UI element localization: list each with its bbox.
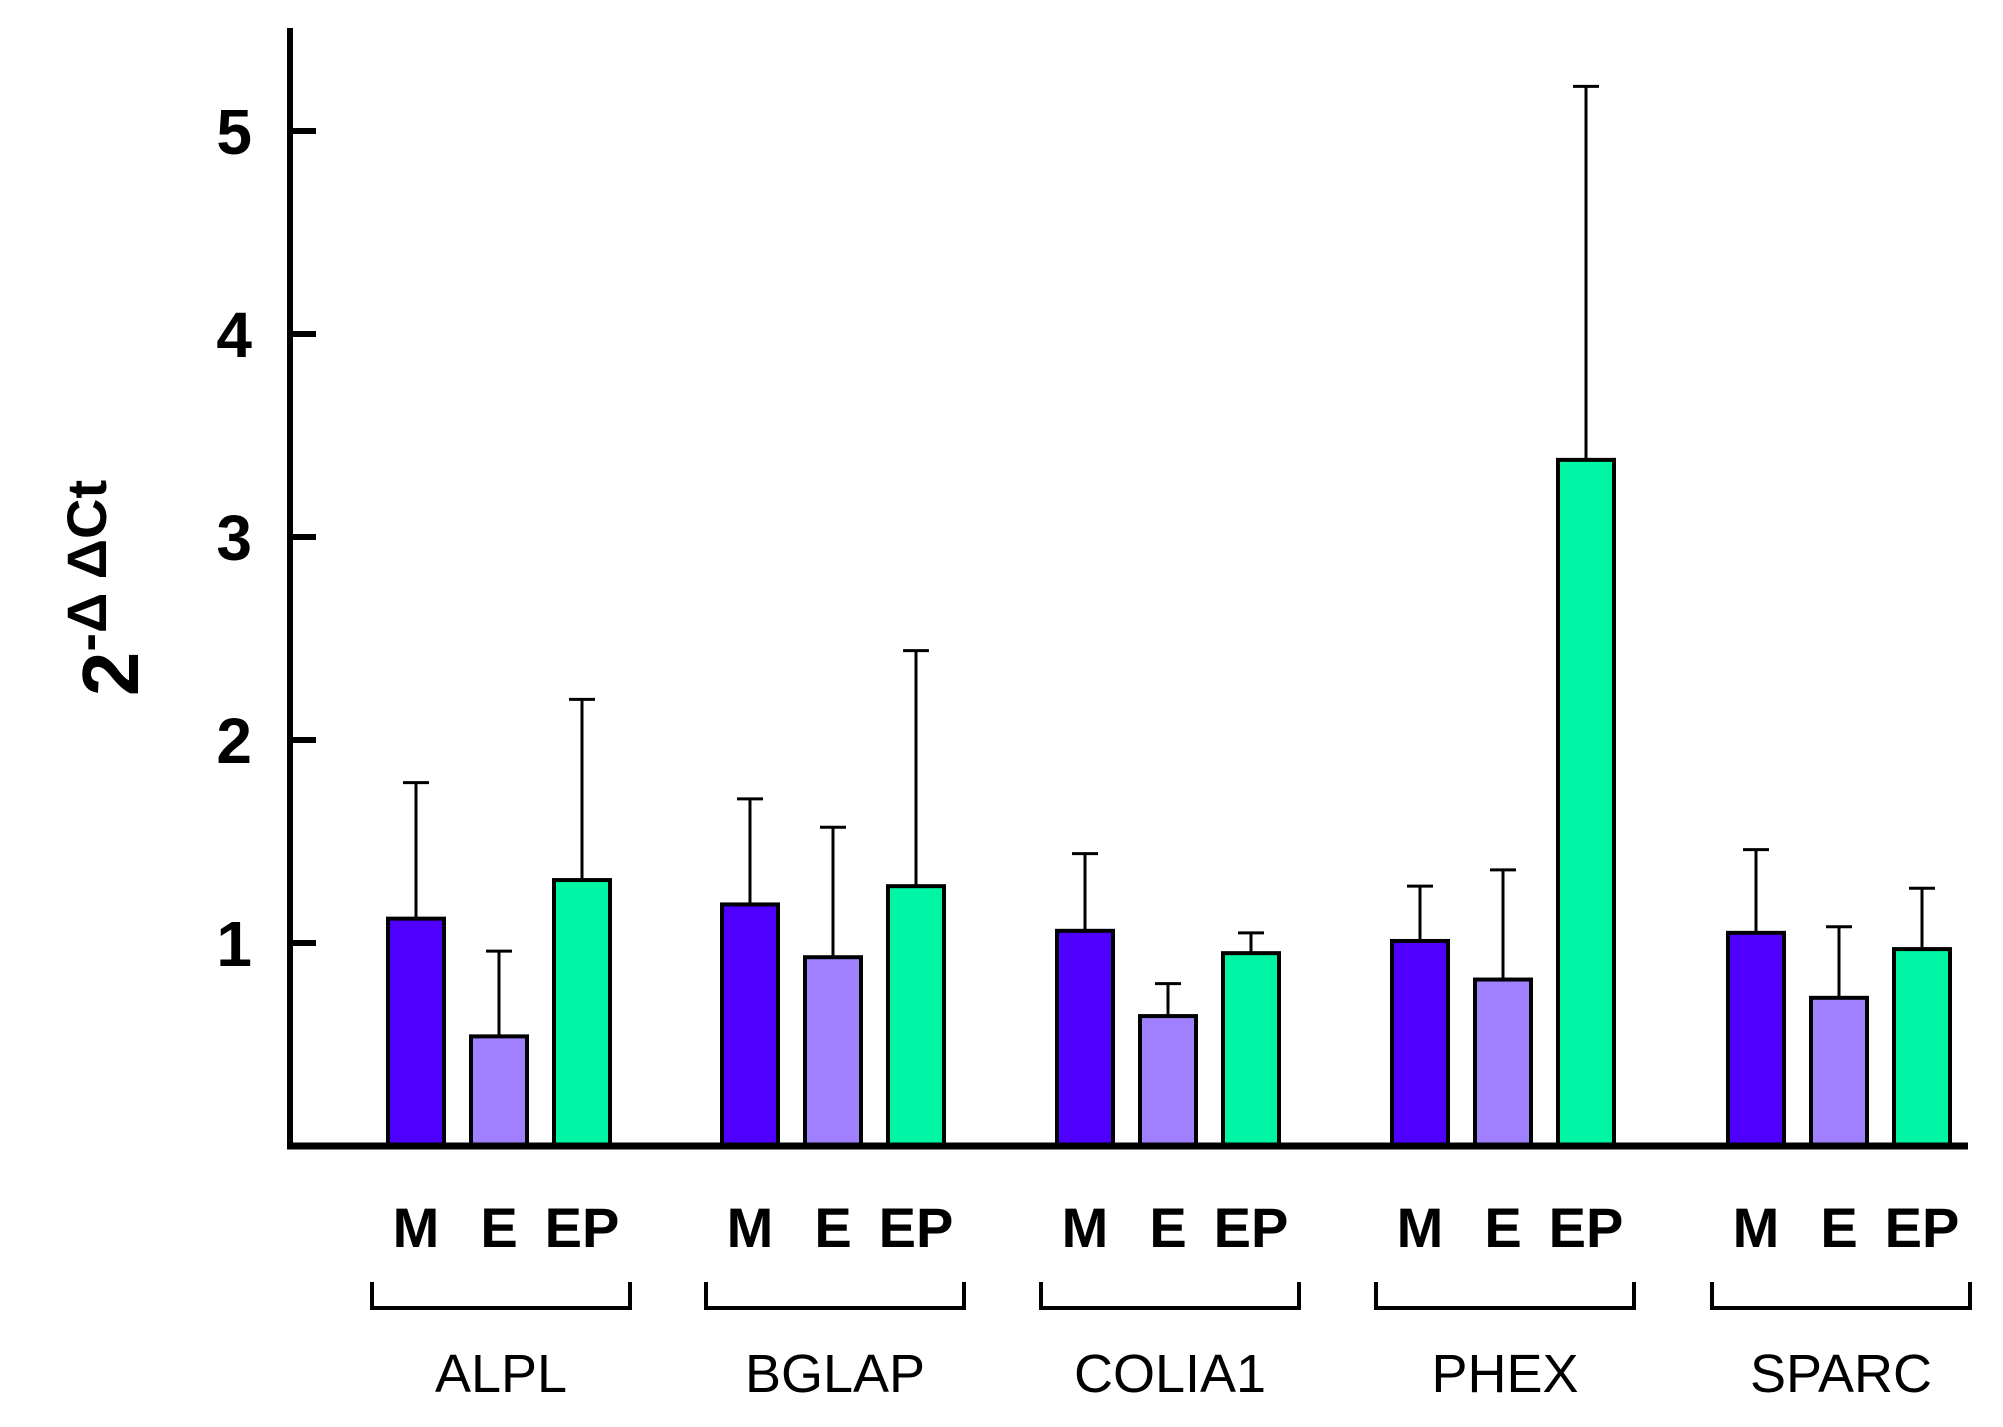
condition-label-bglap-e: E xyxy=(814,1196,851,1259)
y-tick-label-2: 2 xyxy=(216,705,252,777)
group-label-phex: PHEX xyxy=(1431,1344,1578,1404)
bar-colia1-m xyxy=(1055,928,1115,1148)
bar-bglap-ep xyxy=(886,884,946,1148)
error-bars-layer xyxy=(403,84,1935,1037)
bar-alpl-ep xyxy=(552,878,612,1148)
y-tick-label-3: 3 xyxy=(216,502,252,574)
condition-label-phex-e: E xyxy=(1484,1196,1521,1259)
condition-label-colia1-ep: EP xyxy=(1214,1196,1289,1259)
y-axis-label-superscript: -Δ ΔCt xyxy=(55,480,118,652)
svg-text:2-Δ ΔCt: 2-Δ ΔCt xyxy=(55,480,155,696)
y-axis-label: 2-Δ ΔCt xyxy=(55,480,155,696)
bar-colia1-e xyxy=(1138,1014,1198,1149)
condition-label-sparc-e: E xyxy=(1820,1196,1857,1259)
y-tick-label-1: 1 xyxy=(216,908,252,980)
group-bracket-bglap xyxy=(704,1282,966,1310)
condition-label-alpl-m: M xyxy=(393,1196,440,1259)
condition-label-bglap-ep: EP xyxy=(879,1196,954,1259)
y-axis-label-base: 2 xyxy=(66,652,155,697)
bar-sparc-m xyxy=(1726,930,1786,1148)
axes-layer xyxy=(287,28,1968,1150)
condition-label-bglap-m: M xyxy=(727,1196,774,1259)
condition-label-sparc-m: M xyxy=(1733,1196,1780,1259)
bar-bglap-m xyxy=(720,902,780,1148)
bar-phex-m xyxy=(1390,938,1450,1148)
condition-label-phex-m: M xyxy=(1397,1196,1444,1259)
condition-label-colia1-m: M xyxy=(1062,1196,1109,1259)
group-label-bglap: BGLAP xyxy=(745,1344,925,1404)
bar-alpl-m xyxy=(386,916,446,1149)
group-bracket-sparc xyxy=(1710,1282,1972,1310)
condition-label-alpl-e: E xyxy=(480,1196,517,1259)
bar-bglap-e xyxy=(803,955,863,1149)
condition-label-alpl-ep: EP xyxy=(545,1196,620,1259)
y-ticks-layer: 1 2 3 4 5 xyxy=(216,96,316,980)
group-bracket-phex xyxy=(1374,1282,1636,1310)
bars-layer xyxy=(386,457,1952,1149)
bar-sparc-e xyxy=(1809,995,1869,1148)
y-tick-label-4: 4 xyxy=(216,299,252,371)
group-label-sparc: SPARC xyxy=(1750,1344,1932,1404)
group-label-alpl: ALPL xyxy=(435,1344,567,1404)
bar-phex-ep xyxy=(1556,457,1616,1148)
condition-label-phex-ep: EP xyxy=(1549,1196,1624,1259)
group-label-colia1: COLIA1 xyxy=(1074,1344,1266,1404)
condition-label-sparc-ep: EP xyxy=(1885,1196,1960,1259)
bar-sparc-ep xyxy=(1892,947,1952,1149)
bar-alpl-e xyxy=(469,1034,529,1149)
bar-phex-e xyxy=(1473,977,1533,1148)
condition-label-colia1-e: E xyxy=(1149,1196,1186,1259)
group-bracket-colia1 xyxy=(1039,1282,1301,1310)
bar-colia1-ep xyxy=(1221,951,1281,1149)
group-bracket-alpl xyxy=(370,1282,632,1310)
y-tick-label-5: 5 xyxy=(216,96,252,168)
